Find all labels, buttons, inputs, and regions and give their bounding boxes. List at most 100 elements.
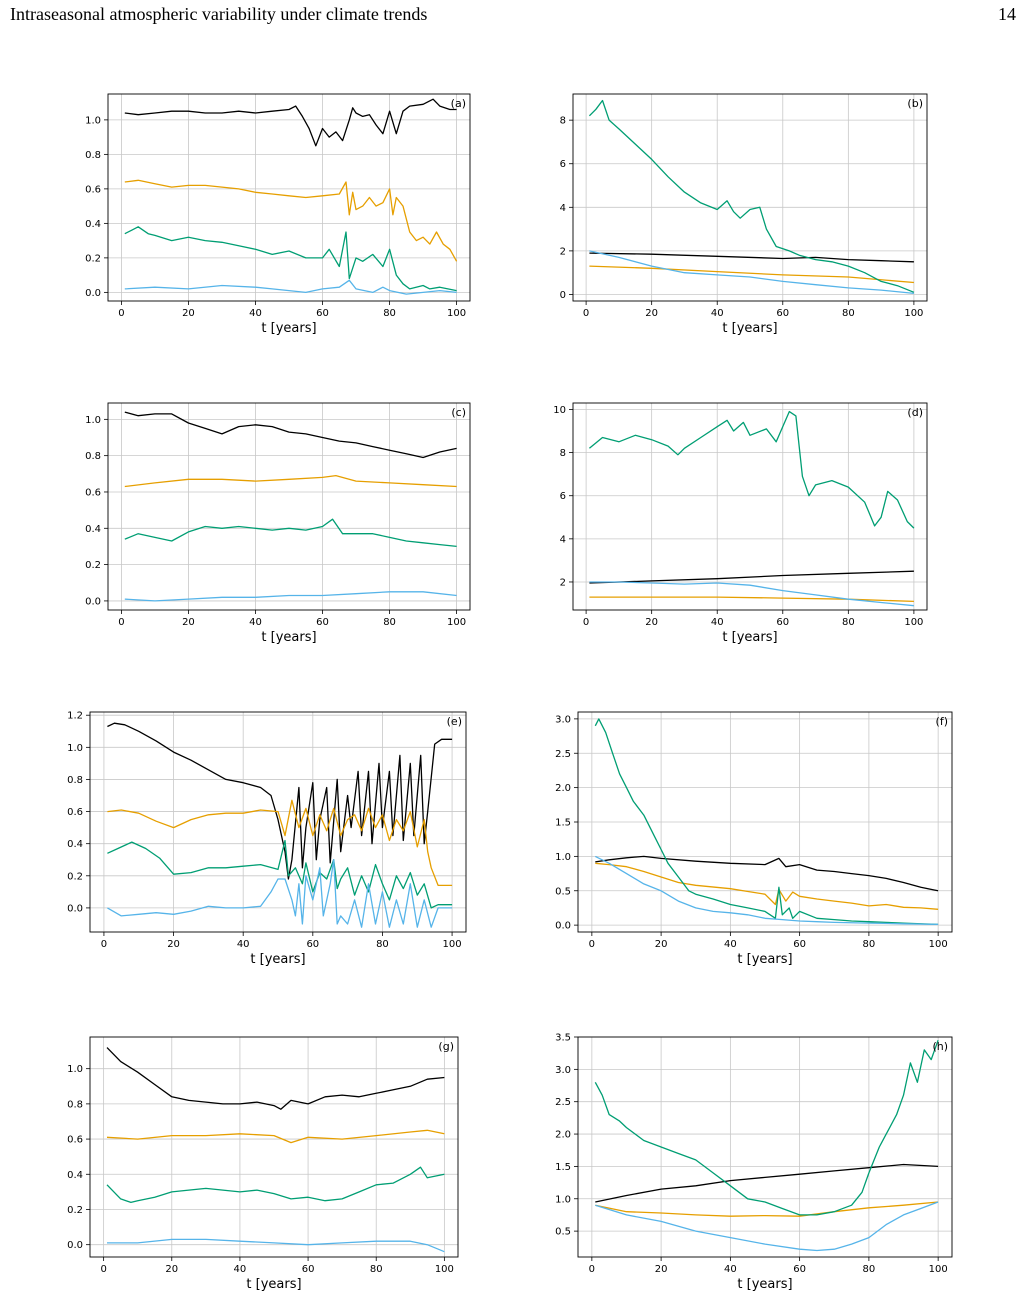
series-line-black xyxy=(124,411,457,459)
panel-b: 0 20 40 60 80 100 0 2 4 6 8 (b) t [years] xyxy=(560,93,928,336)
series-line-orange xyxy=(589,265,914,284)
y-tick-label: 1.5 xyxy=(555,1162,571,1173)
panel-c: 0 20 40 60 80 100 0.0 0.2 0.4 0.6 0.8 1.0 (c) t [year… xyxy=(85,402,471,645)
panel-label: (h) xyxy=(932,1040,948,1053)
series-line-green xyxy=(124,518,457,548)
plot-frame xyxy=(577,711,953,933)
panel-label: (e) xyxy=(447,715,462,728)
x-tick-label: 40 xyxy=(237,939,250,950)
x-tick-label: 20 xyxy=(655,939,668,950)
series-line-orange xyxy=(106,1129,445,1144)
panel-label: (a) xyxy=(451,97,466,110)
x-tick-label: 40 xyxy=(711,308,724,319)
panel-f: 0 20 40 60 80 100 0.0 0.5 1.0 1.5 2.0 2.5 3.0 (f) t [y… xyxy=(555,711,953,967)
y-tick-label: 0.0 xyxy=(85,596,101,607)
x-tick-label: 0 xyxy=(589,1264,595,1275)
y-tick-label: 3.5 xyxy=(555,1033,571,1044)
panel-a: 0 20 40 60 80 100 0.0 0.2 0.4 0.6 0.8 1.0 (a) t [year… xyxy=(85,93,471,336)
x-tick-label: 100 xyxy=(929,1264,948,1275)
y-tick-label: 0.2 xyxy=(85,560,101,571)
plot-frame xyxy=(107,93,471,302)
plot-frame xyxy=(572,93,928,302)
y-tick-label: 0.2 xyxy=(85,253,101,264)
x-axis-label: t [years] xyxy=(737,952,792,967)
x-tick-label: 100 xyxy=(435,1264,454,1275)
x-tick-label: 80 xyxy=(863,939,876,950)
series-line-orange xyxy=(595,1201,939,1217)
y-tick-label: 8 xyxy=(560,116,566,127)
y-tick-label: 0.5 xyxy=(555,886,571,897)
series-line-blue xyxy=(107,859,453,928)
panel-label: (g) xyxy=(438,1040,454,1053)
x-tick-label: 100 xyxy=(447,617,466,628)
y-tick-label: 0.6 xyxy=(67,807,83,818)
x-tick-label: 60 xyxy=(776,617,789,628)
x-tick-label: 0 xyxy=(589,939,595,950)
series-line-blue xyxy=(124,591,457,602)
x-tick-label: 100 xyxy=(904,308,923,319)
x-axis-label: t [years] xyxy=(261,630,316,645)
x-axis-label: t [years] xyxy=(722,630,777,645)
panel-d: 0 20 40 60 80 100 2 4 6 8 10 (d) t [years] xyxy=(553,402,928,645)
y-tick-label: 3.0 xyxy=(555,714,571,725)
x-tick-label: 20 xyxy=(645,617,658,628)
y-tick-label: 1.0 xyxy=(67,743,83,754)
y-tick-label: 0.8 xyxy=(67,775,83,786)
series-line-blue xyxy=(107,1238,445,1253)
y-tick-label: 8 xyxy=(560,448,566,459)
page-header: Intraseasonal atmospheric variability un… xyxy=(0,0,1028,30)
x-tick-label: 100 xyxy=(443,939,462,950)
y-tick-label: 4 xyxy=(560,203,566,214)
panel-label: (b) xyxy=(907,97,923,110)
y-tick-label: 0.6 xyxy=(67,1135,83,1146)
series-line-blue xyxy=(124,279,457,295)
x-axis-label: t [years] xyxy=(261,321,316,336)
x-axis-label: t [years] xyxy=(737,1277,792,1292)
y-tick-label: 1.0 xyxy=(85,415,101,426)
x-tick-label: 40 xyxy=(711,617,724,628)
y-tick-label: 1.0 xyxy=(67,1064,83,1075)
x-tick-label: 40 xyxy=(724,939,737,950)
y-tick-label: 0.2 xyxy=(67,1205,83,1216)
x-tick-label: 60 xyxy=(302,1264,315,1275)
y-tick-label: 0.4 xyxy=(67,1170,83,1181)
y-tick-label: 0.2 xyxy=(67,871,83,882)
y-tick-label: 0.4 xyxy=(85,524,101,535)
y-tick-label: 2.5 xyxy=(555,1097,571,1108)
y-tick-label: 4 xyxy=(560,534,566,545)
y-tick-label: 0.6 xyxy=(85,487,101,498)
plot-frame xyxy=(107,402,471,611)
x-axis-label: t [years] xyxy=(246,1277,301,1292)
y-tick-label: 1.0 xyxy=(555,852,571,863)
x-tick-label: 60 xyxy=(793,939,806,950)
series-line-blue xyxy=(595,1201,939,1252)
series-line-black xyxy=(595,855,939,892)
panel-g: 0 20 40 60 80 100 0.0 0.2 0.4 0.6 0.8 1.0 (g) t [year… xyxy=(67,1036,459,1292)
x-tick-label: 100 xyxy=(929,939,948,950)
series-line-black xyxy=(107,722,453,880)
y-tick-label: 6 xyxy=(560,159,566,170)
x-axis-label: t [years] xyxy=(722,321,777,336)
x-tick-label: 0 xyxy=(118,617,124,628)
plot-frame xyxy=(572,402,928,611)
y-tick-label: 0.6 xyxy=(85,184,101,195)
y-tick-label: 0.5 xyxy=(555,1227,571,1238)
x-tick-label: 20 xyxy=(182,308,195,319)
x-tick-label: 80 xyxy=(383,617,396,628)
plot-frame xyxy=(577,1036,953,1258)
running-title: Intraseasonal atmospheric variability un… xyxy=(10,4,428,24)
x-tick-label: 0 xyxy=(583,308,589,319)
y-tick-label: 6 xyxy=(560,491,566,502)
x-tick-label: 80 xyxy=(842,617,855,628)
panel-label: (f) xyxy=(936,715,948,728)
series-line-orange xyxy=(595,862,939,910)
y-tick-label: 2 xyxy=(560,246,566,257)
series-line-black xyxy=(595,1163,939,1203)
y-tick-label: 0.4 xyxy=(85,219,101,230)
x-axis-label: t [years] xyxy=(250,952,305,967)
panel-label: (c) xyxy=(451,406,466,419)
y-tick-label: 0.0 xyxy=(85,288,101,299)
y-tick-label: 10 xyxy=(553,405,566,416)
x-tick-label: 20 xyxy=(167,939,180,950)
